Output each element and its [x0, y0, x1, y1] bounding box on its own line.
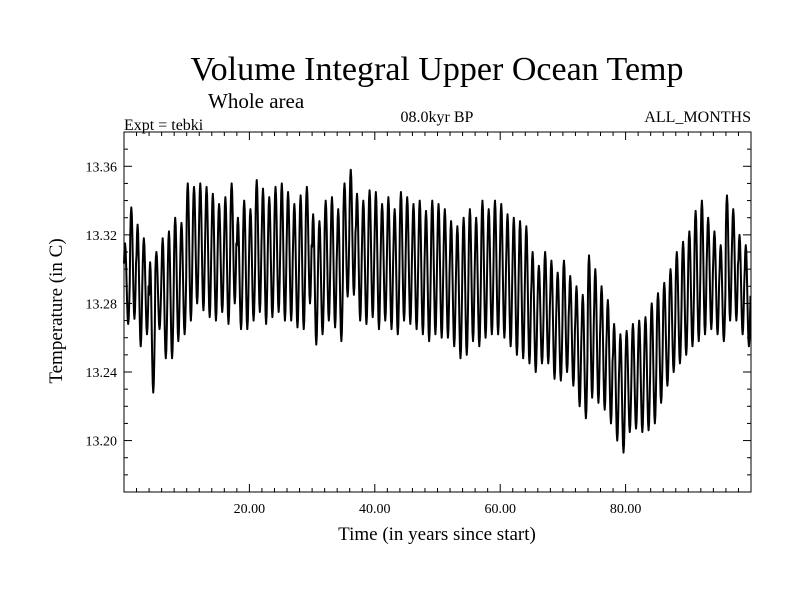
months-label: ALL_MONTHS [644, 109, 751, 126]
y-tick-label: 13.24 [86, 366, 118, 381]
x-tick-label: 80.00 [610, 502, 642, 517]
x-tick-label: 60.00 [484, 502, 516, 517]
chart-subtitle: Whole area [208, 89, 305, 113]
y-tick-label: 13.28 [86, 297, 118, 312]
period-label: 08.0kyr BP [401, 109, 474, 126]
experiment-label: Expt = tebki [124, 117, 204, 134]
y-tick-label: 13.36 [86, 160, 118, 175]
series-line [123, 168, 752, 454]
chart-title: Volume Integral Upper Ocean Temp [191, 51, 684, 88]
y-tick-label: 13.32 [86, 229, 118, 244]
plot-area: 20.00 40.00 60.00 80.00 13.20 13.24 13.28 13.32… [86, 131, 752, 517]
y-axis-label: Temperature (in C) [46, 238, 67, 383]
y-tick-label: 13.20 [86, 435, 118, 450]
x-axis-label: Time (in years since start) [338, 524, 536, 545]
x-tick-label: 40.00 [359, 502, 391, 517]
x-tick-label: 20.00 [234, 502, 266, 517]
